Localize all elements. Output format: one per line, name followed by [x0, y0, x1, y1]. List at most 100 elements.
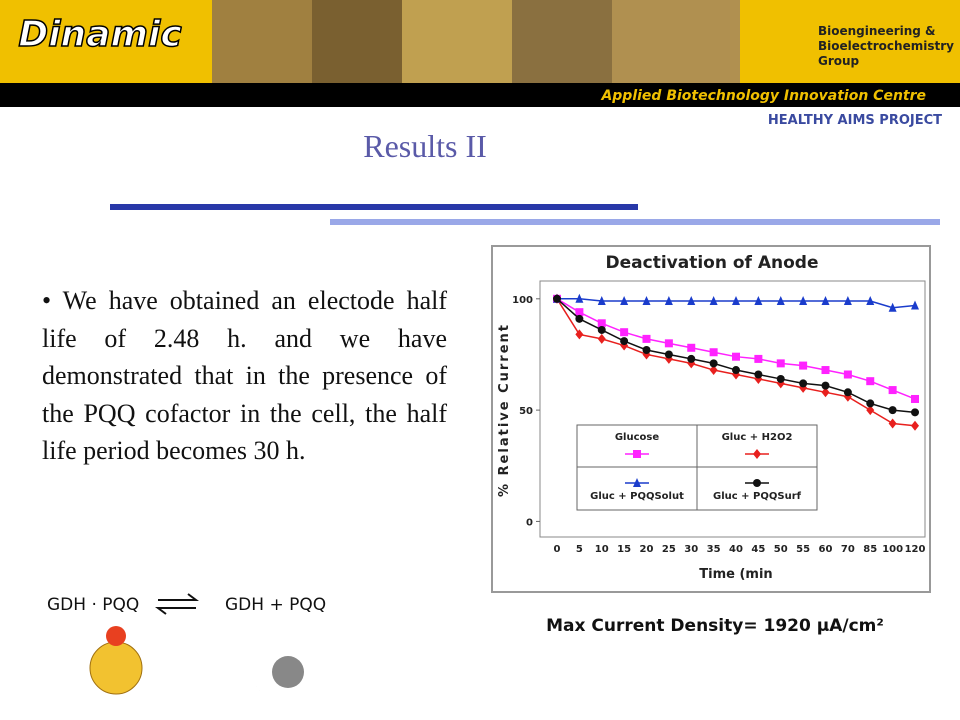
x-tick-label: 35	[707, 544, 721, 555]
marker	[575, 314, 584, 323]
sun-flame	[106, 626, 126, 646]
marker	[821, 387, 830, 398]
marker	[843, 370, 852, 379]
logo: Dinamic	[18, 14, 181, 55]
marker	[753, 449, 761, 459]
marker	[575, 329, 584, 340]
marker	[687, 296, 696, 306]
header-bar	[0, 83, 960, 107]
marker	[620, 337, 629, 346]
marker	[776, 374, 785, 383]
marker	[597, 296, 606, 306]
chart-title: Deactivation of Anode	[606, 253, 819, 273]
marker	[821, 366, 830, 375]
marker	[799, 296, 808, 306]
marker	[911, 420, 919, 431]
x-tick-label: 20	[640, 544, 654, 555]
photo	[402, 0, 512, 83]
marker	[620, 296, 629, 306]
marker	[597, 325, 606, 334]
marker	[575, 308, 584, 317]
marker	[866, 399, 875, 408]
marker	[633, 450, 641, 458]
y-tick-label: 100	[512, 295, 533, 306]
marker	[597, 333, 606, 344]
legend-label: Gluc + PQQSurf	[713, 491, 802, 502]
slide-title: Results II	[363, 128, 487, 164]
marker	[888, 386, 897, 395]
marker	[799, 379, 808, 388]
marker	[597, 319, 606, 328]
marker	[664, 339, 673, 348]
x-tick-label: 15	[617, 544, 631, 555]
marker	[911, 394, 919, 403]
x-tick-label: 85	[863, 544, 877, 555]
photo	[612, 0, 740, 83]
bullet-text: • We have obtained an electode half life…	[42, 282, 447, 470]
centre: Applied Biotechnology Innovation Centre	[600, 88, 926, 104]
marker	[575, 293, 584, 303]
marker	[732, 352, 740, 361]
legend-label: Gluc + PQQSolut	[590, 491, 684, 502]
marker	[754, 296, 763, 306]
equilibrium-arrows	[155, 593, 199, 615]
y-axis-label: % Relative Current	[497, 323, 512, 497]
y-tick-label: 0	[526, 517, 533, 528]
x-tick-label: 100	[882, 544, 903, 555]
x-tick-label: 50	[774, 544, 788, 555]
rule	[110, 204, 638, 210]
marker	[732, 296, 740, 306]
legend-label: Gluc + H2O2	[722, 432, 793, 443]
marker	[821, 381, 830, 390]
marker	[664, 296, 673, 306]
group-line: Bioelectrochemistry	[818, 39, 954, 53]
marker	[633, 478, 641, 487]
marker	[642, 296, 651, 306]
rule	[330, 219, 940, 225]
marker	[642, 334, 651, 343]
marker	[843, 296, 852, 306]
x-tick-label: 60	[819, 544, 833, 555]
group-line: Group	[818, 54, 860, 68]
marker	[799, 361, 808, 370]
photo	[512, 0, 612, 83]
x-axis-label: Time (min	[699, 567, 772, 582]
bullet-body: We have obtained an electode half life o…	[42, 286, 447, 465]
plot-area	[539, 280, 926, 538]
marker	[843, 388, 852, 397]
marker	[709, 365, 718, 376]
sun-icon	[89, 641, 143, 695]
marker	[888, 418, 897, 429]
marker	[911, 300, 919, 310]
marker	[888, 406, 897, 415]
x-tick-label: 5	[576, 544, 583, 555]
marker	[620, 328, 629, 337]
marker	[642, 346, 651, 355]
marker	[732, 366, 740, 375]
marker	[866, 405, 875, 416]
moon-badge	[272, 656, 304, 688]
marker	[709, 359, 718, 368]
marker	[866, 377, 875, 386]
marker	[866, 296, 875, 306]
x-tick-label: 120	[905, 544, 926, 555]
marker	[821, 296, 830, 306]
marker	[754, 354, 763, 363]
project: HEALTHY AIMS PROJECT	[768, 113, 942, 128]
marker	[664, 350, 673, 359]
caption: Max Current Density= 1920 µA/cm²	[546, 616, 884, 636]
y-tick-label: 50	[519, 406, 533, 417]
equation-right: GDH + PQQ	[225, 595, 326, 615]
marker	[687, 354, 696, 363]
x-tick-label: 0	[554, 544, 561, 555]
group-line: Bioengineering &	[818, 24, 936, 38]
marker	[687, 343, 696, 352]
marker	[754, 370, 763, 379]
marker	[776, 296, 785, 306]
x-tick-label: 25	[662, 544, 676, 555]
marker	[888, 302, 897, 312]
marker	[553, 294, 561, 303]
marker	[709, 296, 718, 306]
